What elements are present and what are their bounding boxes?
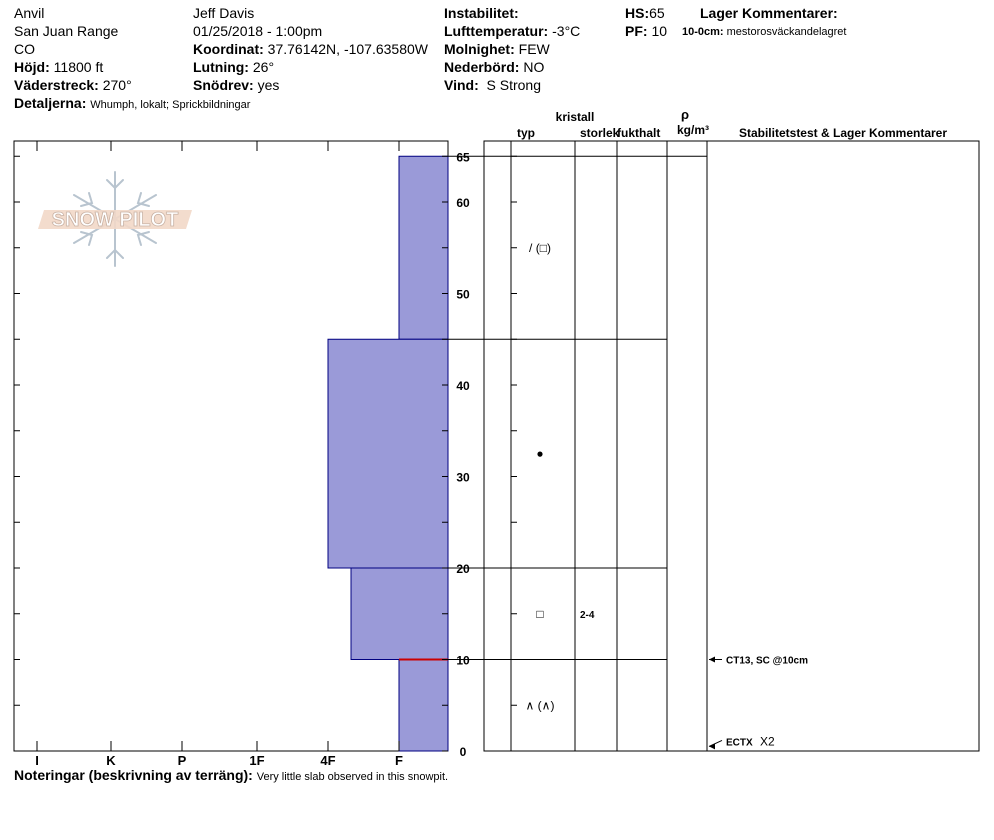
height-label-30: 30 [456,471,470,485]
layer-comments-title: Lager Kommentarer: [700,5,838,21]
crystal-symbol-1: ● [536,447,543,461]
air-temperature: Lufttemperatur: -3°C [444,23,581,39]
col-density-unit: kg/m³ [677,123,709,137]
test-label-0: CT13, SC @10cm [726,656,808,667]
test-label-1: ECTX [726,737,753,748]
test-extra-1: X2 [760,734,775,748]
hardness-label-4F: 4F [320,753,335,768]
sky-cover: Molnighet: FEW [444,41,550,57]
table-column-dividers [510,141,708,751]
hardness-label-F: F [395,753,403,768]
hardness-layers [327,155,449,752]
crystal-symbols: / (□) ● □ 2-4 ∧ (∧) [526,241,595,713]
stability-tests: CT13, SC @10cm ECTX X2 [708,656,808,750]
crystal-symbol-3: ∧ (∧) [526,698,555,712]
range: San Juan Range [14,23,119,39]
col-rho: ρ [681,107,689,122]
height-label-0: 0 [460,745,467,759]
col-type: typ [517,126,535,140]
hs: HS:65 [625,5,665,21]
hardness-axis: I K P 1F 4F F [35,141,403,768]
observer: Jeff Davis [193,5,255,21]
state: CO [14,41,35,57]
height-label-50: 50 [456,288,470,302]
coordinates: Koordinat: 37.76142N, -107.63580W [193,41,428,57]
slope: Lutning: 26° [193,59,275,75]
elevation: Höjd: 11800 ft [14,59,104,75]
height-label-10: 10 [456,654,470,668]
height-label-20: 20 [456,562,470,576]
precipitation: Nederbörd: NO [444,59,545,75]
table-layer-lines [448,155,707,660]
height-label-65: 65 [456,150,470,164]
instability: Instabilitet: [444,5,519,21]
col-moisture: fukthalt [617,126,660,140]
hardness-layer-0 [398,155,449,340]
details: Detaljerna: Whumph, lokalt; Sprickbildni… [14,95,251,111]
logo-text: SNOW PILOT [52,209,179,231]
location: Anvil [14,5,45,21]
crystal-symbol-0: / (□) [529,241,551,255]
crystal-size-2: 2-4 [580,610,595,621]
test-arrowhead-1 [709,743,715,750]
hardness-layer-2 [350,567,449,660]
crystal-table-frame [483,140,980,752]
hardness-label-P: P [178,753,187,768]
hardness-label-K: K [106,753,116,768]
crystal-symbol-2: □ [536,607,543,621]
col-crystal: kristall [556,110,595,124]
col-stability: Stabilitetstest & Lager Kommentarer [739,126,947,140]
wind: Vind: S Strong [444,77,542,93]
layer-comment: 10-0cm: mestorosväckandelagret [682,26,847,38]
height-axis: 0 10 20 30 40 50 60 65 [14,150,517,759]
hardness-label-1F: 1F [249,753,264,768]
height-label-60: 60 [456,196,470,210]
hardness-label-I: I [35,753,39,768]
snowpilot-logo: SNOW PILOT [38,171,192,267]
test-arrowhead-0 [709,656,715,663]
wind-drift: Snödrev: yes [193,77,280,93]
hardness-layer-1 [327,338,449,569]
pf: PF: 10 [625,23,668,39]
datetime: 01/25/2018 - 1:00pm [193,23,323,39]
col-size: storlek [580,126,620,140]
notes: Noteringar (beskrivning av terräng): Ver… [14,767,449,783]
hardness-layer-3 [398,659,449,752]
aspect: Väderstreck: 270° [14,77,132,93]
height-label-40: 40 [456,379,470,393]
